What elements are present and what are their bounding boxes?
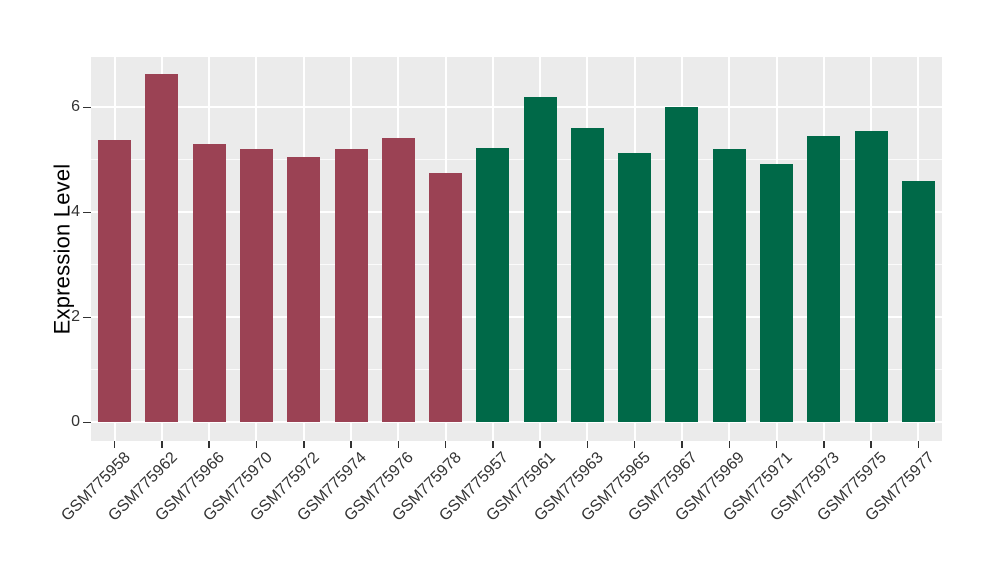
- bar-GSM775970: [239, 149, 273, 423]
- y-tick: [83, 106, 91, 109]
- bar-GSM775974: [334, 148, 368, 423]
- x-tick: [539, 441, 541, 448]
- bar-GSM775957: [476, 148, 510, 423]
- bar-GSM775961: [523, 96, 557, 423]
- y-tick: [83, 421, 91, 424]
- y-tick-label: 0: [71, 413, 80, 431]
- x-tick: [208, 441, 210, 448]
- gridline-major: [91, 211, 942, 214]
- gridline-major: [91, 421, 942, 424]
- bar-GSM775958: [98, 139, 132, 423]
- x-tick: [728, 441, 730, 448]
- x-tick: [350, 441, 352, 448]
- bar-GSM775971: [760, 163, 794, 423]
- x-tick: [823, 441, 825, 448]
- x-tick: [775, 441, 778, 448]
- bar-GSM775973: [807, 135, 841, 423]
- bar-GSM775963: [570, 128, 604, 423]
- x-tick: [492, 441, 494, 448]
- bar-GSM775976: [381, 138, 415, 423]
- y-tick: [83, 316, 91, 319]
- x-tick: [255, 441, 258, 448]
- bar-GSM775969: [712, 148, 746, 423]
- y-tick: [83, 211, 91, 214]
- bar-GSM775977: [901, 180, 935, 423]
- y-tick-label: 6: [71, 98, 80, 116]
- bar-GSM775965: [618, 153, 652, 423]
- plot-panel: [91, 57, 942, 441]
- x-tick: [444, 441, 447, 448]
- x-tick: [303, 441, 305, 448]
- bar-GSM775967: [665, 107, 699, 423]
- gridline-major: [91, 106, 942, 109]
- gridline-major: [91, 316, 942, 319]
- gridline-minor: [91, 369, 942, 371]
- x-tick: [586, 441, 589, 448]
- bar-GSM775962: [145, 74, 179, 423]
- gridline-minor: [91, 159, 942, 161]
- bar-GSM775975: [854, 130, 888, 423]
- gridline-minor: [91, 264, 942, 266]
- x-tick: [870, 441, 872, 448]
- y-tick-label: 2: [71, 308, 80, 326]
- x-tick: [681, 441, 683, 448]
- x-tick: [917, 441, 920, 448]
- x-tick: [633, 441, 636, 448]
- bar-GSM775978: [429, 173, 463, 423]
- y-tick-label: 4: [71, 203, 80, 221]
- x-tick: [113, 441, 116, 448]
- bar-GSM775972: [287, 157, 321, 423]
- x-tick: [161, 441, 163, 448]
- bar-GSM775966: [192, 144, 226, 423]
- x-tick: [397, 441, 400, 448]
